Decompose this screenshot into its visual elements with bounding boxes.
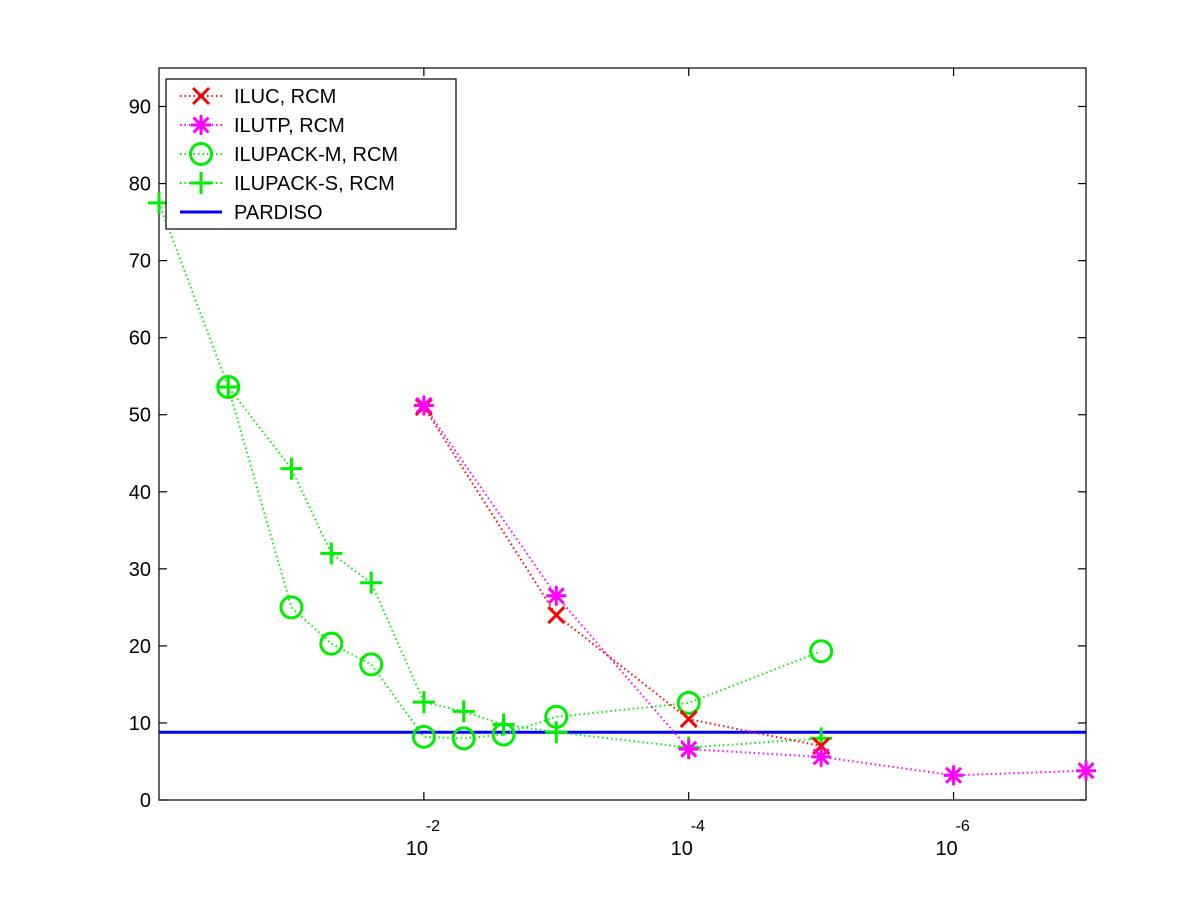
series-ilupack-s-rcm [148, 191, 833, 759]
data-point-ilutp-rcm [943, 765, 964, 786]
x-tick-exponent: -2 [426, 818, 440, 835]
data-point-ilupack-s-rcm [217, 375, 240, 398]
axes: 0 10 20 30 40 50 60 70 80 90 -2 10 -4 10 -6 10 [129, 68, 1086, 860]
data-point-ilupack-m-rcm [279, 595, 304, 620]
x-tick-base: 10 [935, 838, 957, 860]
data-point-ilupack-m-rcm [359, 652, 384, 677]
data-point-iluc-rcm [679, 710, 698, 729]
y-tick-label: 0 [140, 790, 151, 812]
series-ilupack-m-rcm [216, 374, 834, 751]
legend-label: ILUTP, RCM [234, 115, 345, 137]
y-tick-label: 90 [129, 97, 151, 119]
legend-item-ilutp-rcm: ILUTP, RCM [180, 115, 345, 137]
legend: ILUC, RCM ILUTP, RCM ILUPACK-M, RCM ILUPACK… [165, 78, 457, 230]
series-line-ilutp-rcm [423, 404, 1087, 777]
y-tick-label: 60 [129, 328, 151, 350]
legend-marker [191, 115, 211, 135]
legend-box [165, 78, 457, 230]
data-point-ilupack-m-rcm [411, 724, 436, 749]
x-tick-exponent: -4 [691, 818, 705, 835]
data-point-iluc-rcm [547, 606, 566, 625]
series-layer [148, 191, 1096, 786]
series-line-ilupack-s-rcm [158, 202, 822, 749]
x-tick-exponent: -6 [956, 818, 970, 835]
data-point-ilupack-s-rcm [412, 691, 435, 714]
series-line-ilupack-m-rcm [227, 386, 822, 740]
y-tick-label: 40 [129, 482, 151, 504]
y-tick-label: 30 [129, 559, 151, 581]
legend-label: ILUC, RCM [234, 86, 336, 108]
data-point-ilupack-s-rcm [545, 721, 568, 744]
data-point-ilutp-rcm [678, 739, 699, 760]
x-tick-base: 10 [406, 838, 428, 860]
legend-label: ILUPACK-S, RCM [234, 173, 395, 195]
legend-item-pardiso: PARDISO [180, 202, 323, 224]
legend-marker [191, 86, 211, 106]
data-point-ilupack-m-rcm [676, 690, 701, 715]
series-line-iluc-rcm [423, 406, 822, 748]
y-tick-label: 20 [129, 636, 151, 658]
data-point-ilutp-rcm [546, 585, 567, 606]
legend-item-ilupack-m-rcm: ILUPACK-M, RCM [180, 142, 398, 166]
data-point-ilutp-rcm [413, 395, 434, 416]
data-point-ilutp-rcm [811, 746, 832, 767]
y-tick-label: 80 [129, 174, 151, 196]
legend-item-ilupack-s-rcm: ILUPACK-S, RCM [180, 172, 395, 195]
data-point-ilupack-s-rcm [280, 457, 303, 480]
legend-label: PARDISO [234, 202, 323, 224]
data-point-ilupack-s-rcm [452, 700, 475, 723]
data-point-ilupack-m-rcm [809, 639, 834, 664]
data-point-ilupack-m-rcm [451, 726, 476, 751]
data-point-ilupack-s-rcm [492, 713, 515, 736]
legend-marker [190, 172, 212, 194]
data-point-ilutp-rcm [1076, 760, 1096, 781]
series-ilutp-rcm [413, 395, 1096, 786]
data-point-ilupack-s-rcm [360, 571, 383, 594]
y-tick-label: 10 [129, 713, 151, 735]
y-tick-label: 50 [129, 405, 151, 427]
data-point-ilupack-s-rcm [320, 542, 343, 565]
x-tick-base: 10 [671, 838, 693, 860]
legend-label: ILUPACK-M, RCM [234, 144, 398, 166]
legend-marker [189, 142, 213, 166]
legend-item-iluc-rcm: ILUC, RCM [180, 86, 336, 108]
data-point-ilupack-m-rcm [319, 631, 344, 656]
y-tick-label: 70 [129, 251, 151, 273]
